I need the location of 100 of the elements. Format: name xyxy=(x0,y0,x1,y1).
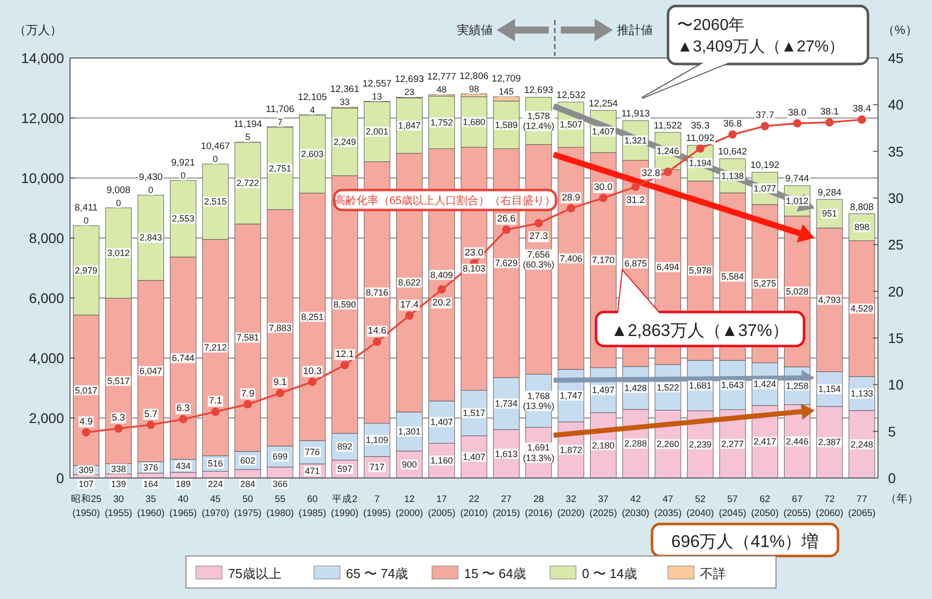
y2-tick-label: 45 xyxy=(888,50,904,66)
data-label: 2,277 xyxy=(721,438,744,449)
data-label: 2,001 xyxy=(366,126,388,137)
data-label: 0 xyxy=(180,170,186,180)
x-tick-label: 72 (2060) xyxy=(816,494,844,519)
total-label: 12,709 xyxy=(492,74,521,85)
data-label: 900 xyxy=(402,460,417,470)
data-label: 1,681 xyxy=(688,380,712,391)
y2-tick-label: 10 xyxy=(888,376,904,393)
total-label: 12,693 xyxy=(524,85,554,96)
total-label: 8,808 xyxy=(850,202,874,213)
data-label: 0 xyxy=(116,198,121,208)
data-label: 1,522 xyxy=(656,382,680,392)
data-label: 1,407 xyxy=(592,126,615,136)
data-label: 892 xyxy=(337,442,352,452)
data-label: 2,553 xyxy=(172,214,194,224)
y2-tick-label: 5 xyxy=(888,423,896,440)
data-label: 898 xyxy=(854,222,870,232)
data-label: 1,691 (13.3%) xyxy=(522,442,554,463)
point xyxy=(211,408,220,416)
y2-axis-title: （%） xyxy=(882,23,918,37)
total-label: 12,693 xyxy=(394,74,424,86)
data-label: 224 xyxy=(208,479,223,489)
data-label: 1,768 (13.9%) xyxy=(522,390,554,412)
legend-label: 0 〜 14歳 xyxy=(582,566,637,581)
data-label: 13 xyxy=(372,91,382,102)
data-label: 26.6 xyxy=(497,214,516,225)
data-label: 284 xyxy=(240,479,256,489)
data-label: 1,154 xyxy=(818,384,841,394)
data-label: 1,424 xyxy=(754,379,776,390)
data-label: 1,109 xyxy=(366,434,388,445)
point xyxy=(664,168,672,176)
legend-label: 15 〜 64歳 xyxy=(464,566,526,581)
total-label: 11,522 xyxy=(654,120,682,132)
x-tick-label: 7 (1995) xyxy=(363,494,391,519)
point xyxy=(825,118,834,127)
data-label: 2,248 xyxy=(850,439,874,450)
x-tick-label: 60 (1985) xyxy=(298,494,326,519)
data-label: 1,578 (12.4%) xyxy=(522,110,554,132)
data-label: 4,529 xyxy=(850,304,874,314)
data-label: 5.3 xyxy=(112,412,126,424)
data-label: 8,251 xyxy=(301,312,324,322)
data-label: 38.0 xyxy=(788,107,806,118)
data-label: 471 xyxy=(304,466,320,476)
y-axis-title: （万人） xyxy=(14,23,62,37)
data-label: 7.1 xyxy=(208,396,222,407)
data-label: 98 xyxy=(468,84,480,94)
data-label: 8,409 xyxy=(430,270,453,280)
data-label: 7,656 (60.3%) xyxy=(522,249,554,270)
data-label: 0 xyxy=(84,216,89,226)
data-label: 2,387 xyxy=(818,437,841,448)
total-label: 11,706 xyxy=(266,104,294,115)
data-label: 6.3 xyxy=(176,403,190,414)
data-label: 1,497 xyxy=(592,385,615,396)
point xyxy=(178,415,188,424)
data-label: 1,301 xyxy=(398,426,421,436)
x-tick-label: 平成2 (1990) xyxy=(330,493,358,519)
data-label: 33 xyxy=(340,97,350,108)
legend-label: 75歳以上 xyxy=(228,566,282,581)
data-label: 5.7 xyxy=(144,408,158,420)
y-tick-label: 6,000 xyxy=(28,290,64,306)
point xyxy=(566,204,576,212)
x-tick-label: 32 (2020) xyxy=(557,494,585,519)
data-label: 2,239 xyxy=(688,439,712,450)
data-label: 1,407 xyxy=(462,452,486,462)
data-label: 4.9 xyxy=(80,416,93,428)
data-label: 38.4 xyxy=(852,104,872,115)
data-label: 1,407 xyxy=(430,417,453,428)
y2-tick-label: 25 xyxy=(888,236,904,253)
data-label: 776 xyxy=(304,447,320,458)
y2-tick-label: 0 xyxy=(888,470,896,486)
text: 実績値 xyxy=(456,23,493,37)
x-axis-title: （年） xyxy=(886,493,918,505)
point xyxy=(82,428,90,436)
legend-label: 65 〜 74歳 xyxy=(346,566,408,581)
data-label: 14.6 xyxy=(368,326,386,337)
data-label: 189 xyxy=(176,479,191,489)
y-tick-label: 8,000 xyxy=(28,230,64,246)
data-label: 338 xyxy=(110,464,126,474)
total-label: 9,008 xyxy=(106,184,130,196)
data-label: 376 xyxy=(143,462,158,472)
y2-tick-label: 35 xyxy=(888,143,904,160)
series-label: 高齢化率（65歳以上人口割合）（右目盛り） xyxy=(334,194,556,207)
total-label: 9,284 xyxy=(818,187,842,198)
data-label: 5,584 xyxy=(721,272,744,282)
data-label: 1,752 xyxy=(430,117,453,128)
data-label: 1,077 xyxy=(754,183,776,194)
data-label: 3,012 xyxy=(107,248,130,258)
x-tick-label: 22 (2010) xyxy=(460,494,488,519)
data-label: 1,194 xyxy=(688,158,712,168)
data-label: 5,275 xyxy=(754,278,776,289)
data-label: 2,722 xyxy=(236,178,260,188)
total-label: 12,532 xyxy=(556,90,586,102)
total-label: 9,921 xyxy=(171,157,196,168)
data-label: 1,613 xyxy=(495,448,518,459)
point xyxy=(372,338,382,346)
data-label: 6,875 xyxy=(624,258,647,268)
data-label: 5,517 xyxy=(107,376,130,386)
data-label: 5 xyxy=(245,132,250,142)
y2-tick-label: 30 xyxy=(888,190,904,206)
